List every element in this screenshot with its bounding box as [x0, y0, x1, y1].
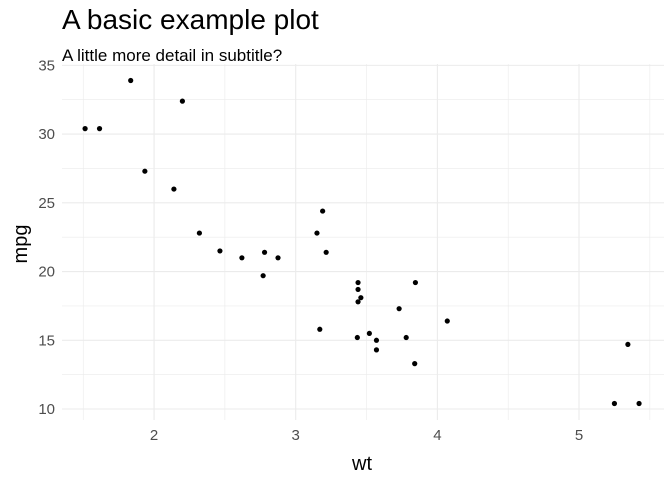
data-point [239, 255, 245, 261]
data-point [142, 168, 148, 174]
data-point [396, 306, 402, 312]
data-point [412, 361, 418, 367]
data-point [625, 341, 631, 348]
data-point [128, 77, 134, 84]
data-point [355, 299, 361, 305]
data-point [96, 126, 103, 132]
y-tick-label: 25 [38, 195, 55, 212]
data-point [82, 126, 88, 132]
y-tick-label: 20 [38, 264, 55, 281]
x-tick-label: 5 [575, 427, 583, 444]
y-axis-ticks: 10 15 20 25 30 35 [38, 57, 55, 418]
x-tick-label: 4 [433, 427, 441, 444]
data-point [171, 186, 177, 192]
y-tick-label: 15 [38, 332, 55, 349]
chart-subtitle: A little more detail in subtitle? [62, 46, 283, 65]
data-point [373, 337, 380, 343]
y-axis-title: mpg [10, 225, 32, 264]
data-point [444, 318, 450, 324]
data-point [366, 330, 372, 337]
x-axis-title: wt [351, 453, 372, 475]
data-point [611, 400, 618, 407]
data-point [260, 273, 266, 279]
data-point [196, 230, 202, 236]
chart-title: A basic example plot [62, 4, 319, 35]
data-point [323, 249, 329, 255]
data-point [358, 295, 364, 301]
data-point [261, 249, 268, 255]
y-tick-label: 30 [38, 126, 55, 143]
major-gridlines [62, 64, 664, 420]
x-tick-label: 2 [150, 427, 158, 444]
x-tick-label: 3 [292, 427, 300, 444]
data-points [82, 77, 642, 407]
data-point [217, 248, 223, 254]
y-tick-label: 10 [38, 401, 55, 418]
data-point [354, 334, 360, 341]
data-point [275, 255, 281, 261]
data-point [373, 347, 380, 353]
data-point [412, 279, 419, 286]
data-point [317, 326, 323, 332]
x-axis-ticks: 2 3 4 5 [150, 427, 583, 444]
data-point [403, 334, 409, 341]
data-point [355, 279, 361, 286]
data-point [636, 400, 642, 407]
y-tick-label: 35 [38, 57, 55, 74]
data-point [355, 286, 361, 293]
minor-gridlines [62, 64, 664, 420]
data-point [179, 98, 185, 104]
data-point [320, 208, 326, 214]
data-point [314, 230, 320, 236]
